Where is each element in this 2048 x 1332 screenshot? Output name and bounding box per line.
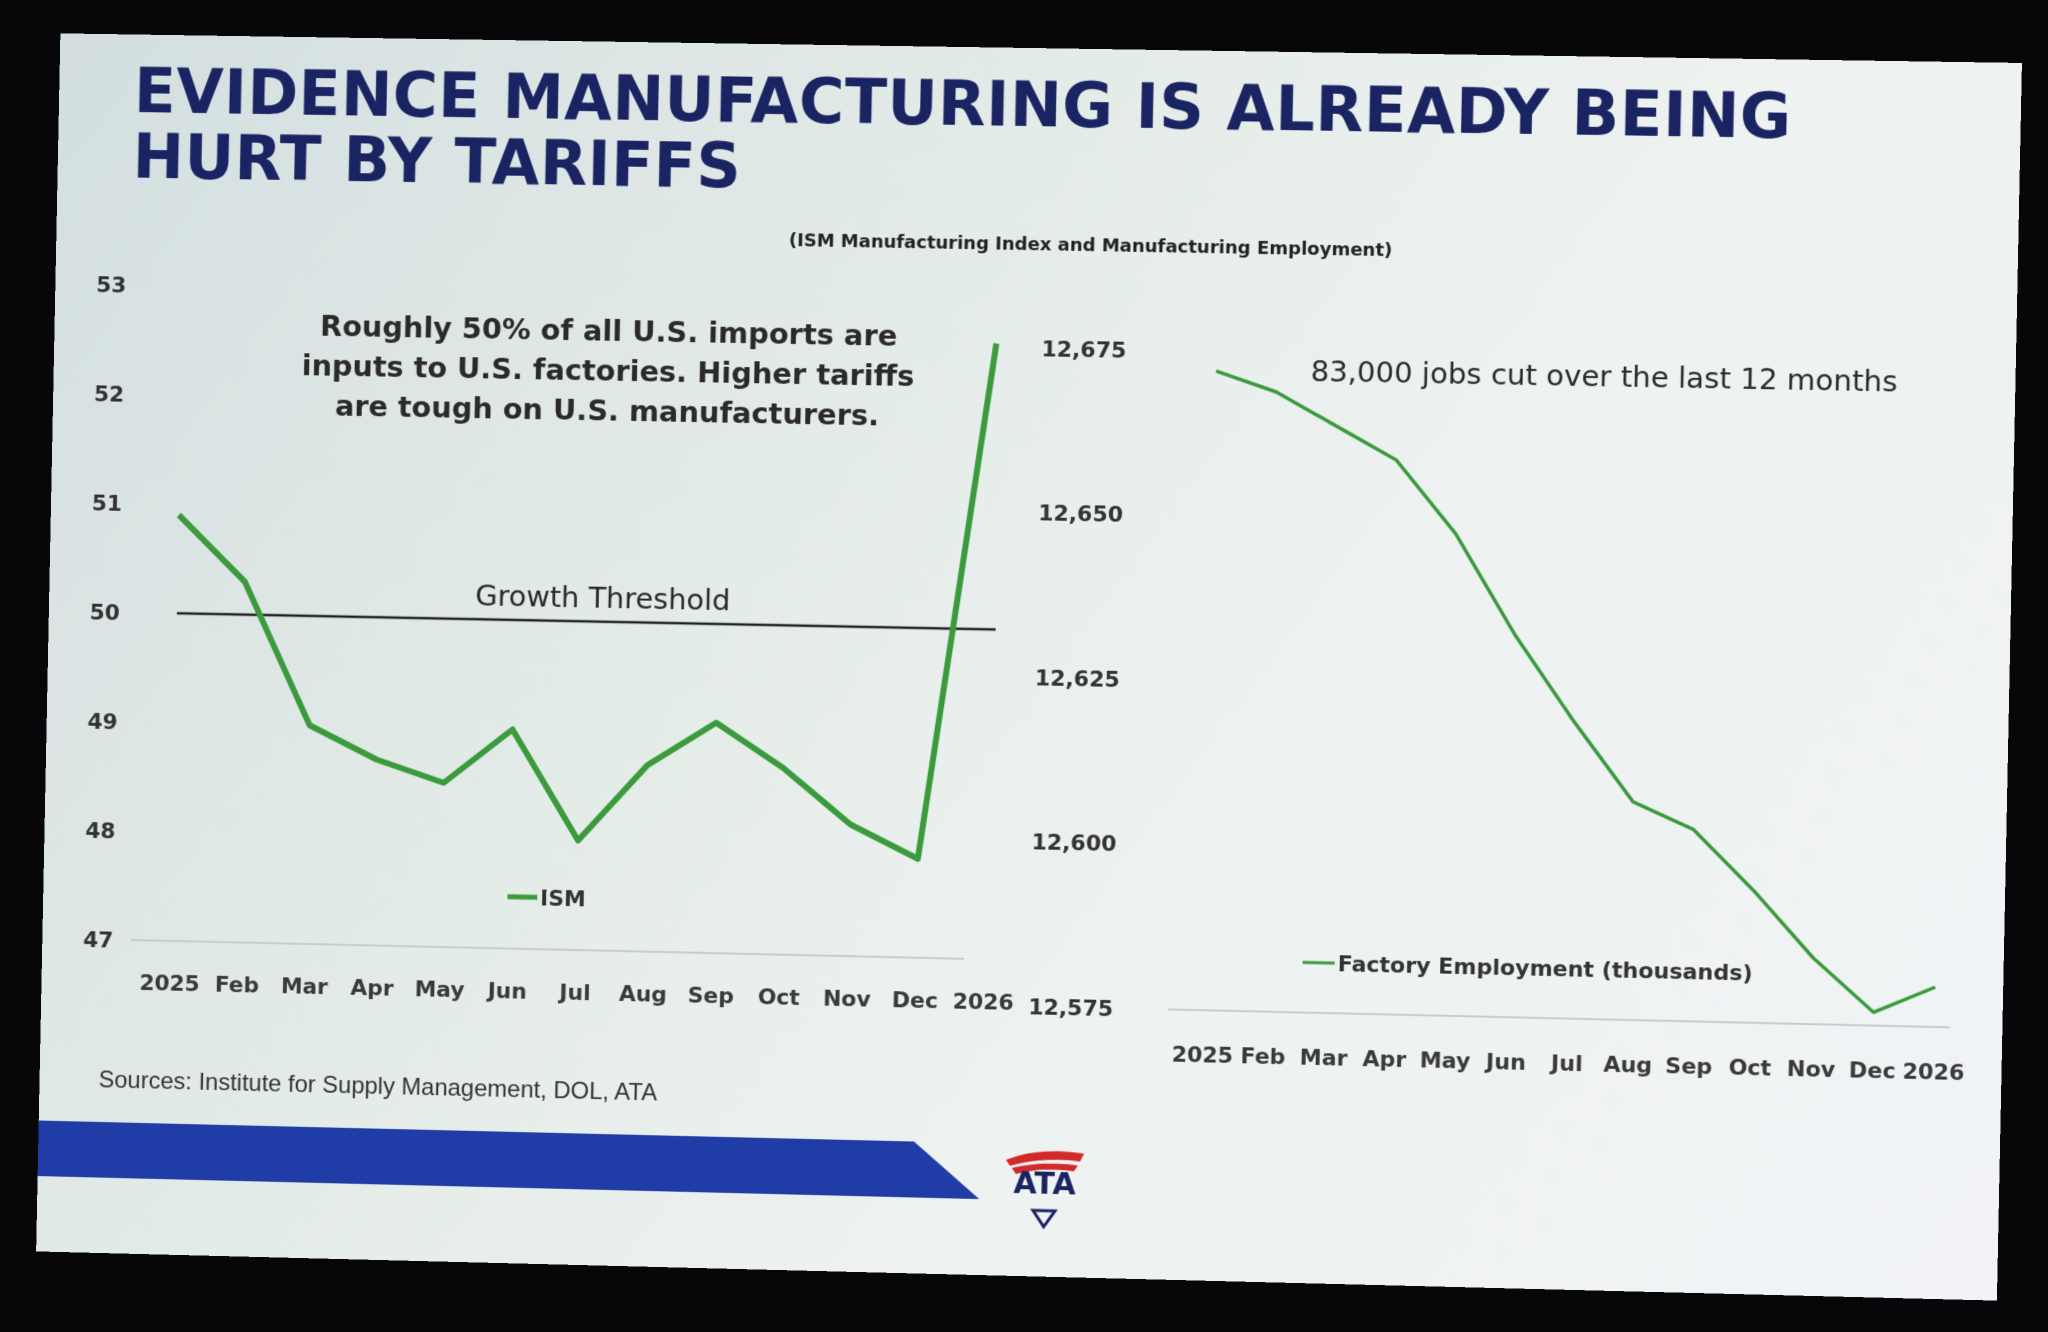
employment-y-tick: 12,650 [1038,502,1123,529]
employment-x-axis-line [1168,1009,1949,1027]
employment-y-tick: 12,625 [1035,666,1120,693]
employment-x-axis: 2025 Feb Mar Apr May Jun Jul Aug Sep Oct Nov Dec 202… [1171,1042,1964,1086]
employment-x-tick: Oct [1728,1055,1771,1081]
employment-x-tick: Dec [1849,1058,1896,1084]
employment-x-tick: 2026 [1902,1059,1965,1086]
slide: EVIDENCE MANUFACTURING IS ALREADY BEING … [36,33,2022,1300]
employment-x-tick: Nov [1787,1057,1836,1083]
employment-x-tick: Apr [1362,1047,1407,1073]
employment-x-tick: Jul [1549,1051,1583,1077]
employment-x-tick: Feb [1240,1044,1285,1070]
ata-logo-text: ATA [999,1166,1090,1203]
employment-chart: 12,675 12,650 12,625 12,600 12,575 2025 Feb Ma… [36,33,2022,1300]
employment-y-tick: 12,575 [1028,995,1113,1022]
employment-x-tick: 2025 [1171,1042,1233,1069]
employment-series-line [1204,371,1948,1014]
employment-x-tick: Sep [1665,1054,1712,1080]
ata-logo: ATA [999,1138,1091,1230]
employment-legend-swatch [1303,962,1335,963]
employment-y-tick: 12,600 [1031,831,1116,858]
employment-annotation: 83,000 jobs cut over the last 12 months [1310,354,1898,399]
employment-legend: Factory Employment (thousands) [1302,951,1753,986]
employment-x-tick: Mar [1299,1045,1347,1071]
employment-y-tick: 12,675 [1041,337,1126,364]
employment-y-axis: 12,675 12,650 12,625 12,600 12,575 [1028,337,1127,1022]
employment-x-tick: Jun [1484,1050,1526,1076]
employment-legend-label: Factory Employment (thousands) [1337,952,1752,987]
employment-x-tick: Aug [1603,1052,1652,1078]
employment-x-tick: May [1420,1048,1471,1074]
